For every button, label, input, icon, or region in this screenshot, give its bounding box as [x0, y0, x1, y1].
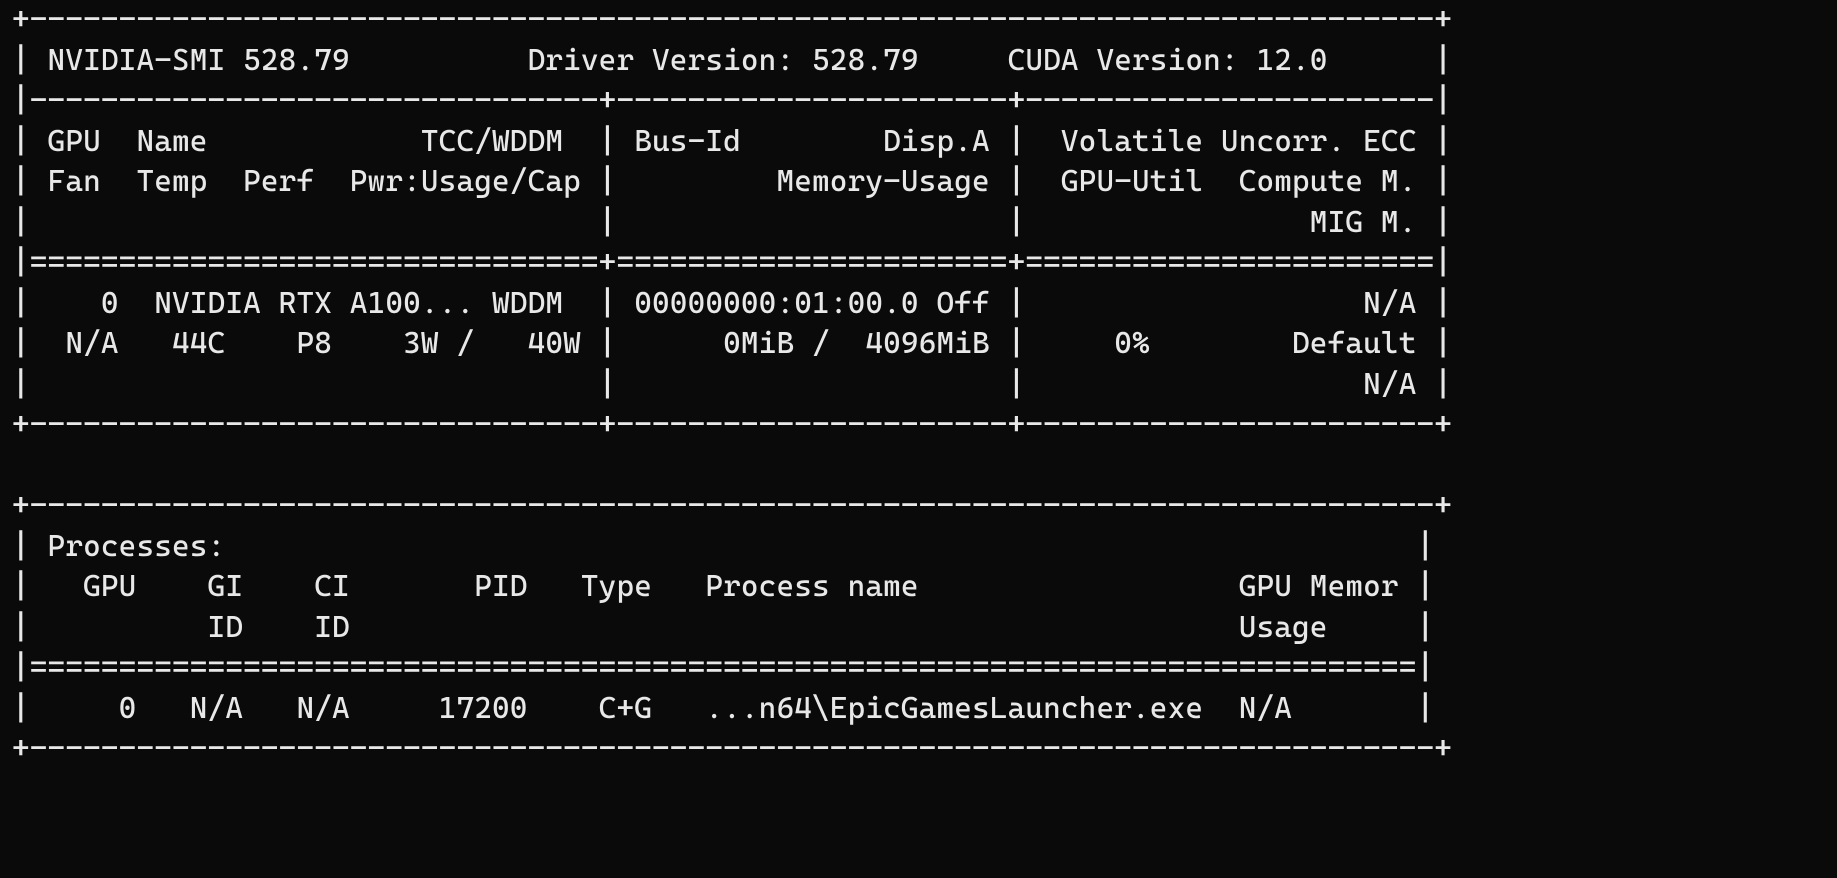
nvidia-smi-output: +---------------------------------------… — [0, 0, 1837, 770]
